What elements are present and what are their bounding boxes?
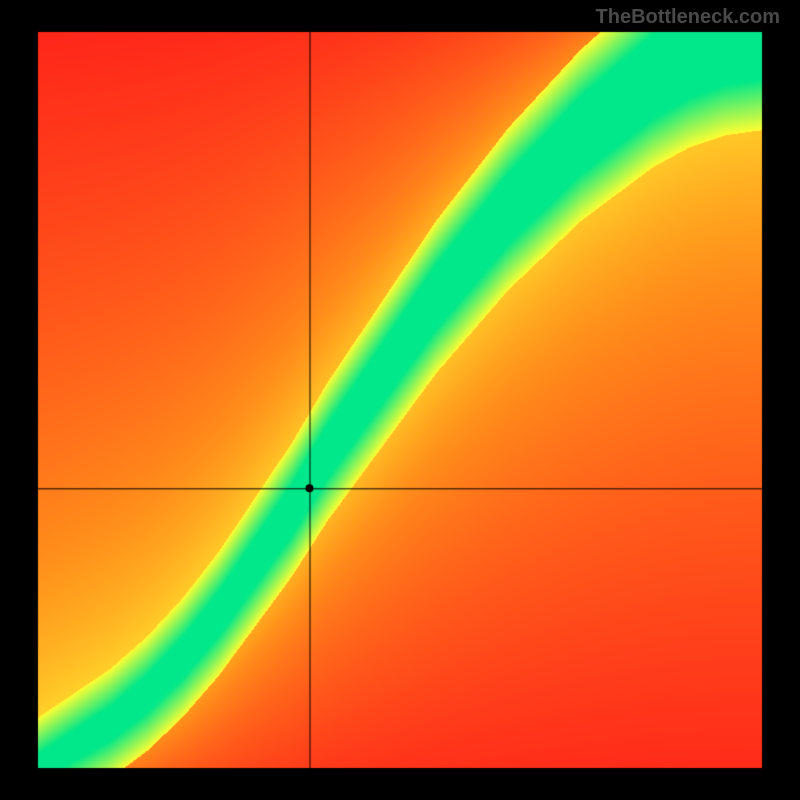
bottleneck-heatmap <box>0 0 800 800</box>
chart-container: TheBottleneck.com <box>0 0 800 800</box>
watermark-text: TheBottleneck.com <box>596 6 780 29</box>
